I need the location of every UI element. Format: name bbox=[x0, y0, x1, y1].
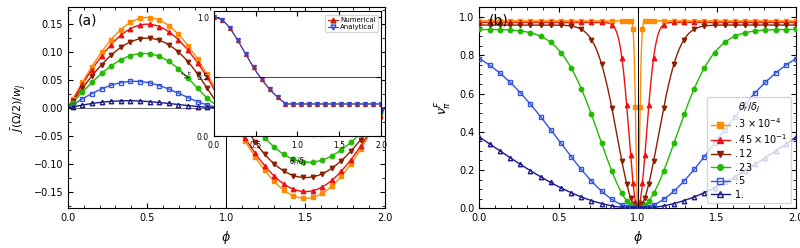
Text: (a): (a) bbox=[78, 13, 97, 28]
X-axis label: $\phi$: $\phi$ bbox=[222, 229, 231, 246]
X-axis label: $\phi$: $\phi$ bbox=[633, 229, 642, 246]
Legend: $.3 \times 10^{-4}$, $.45 \times 10^{-1}$, $.12$, $.23$, $.5$, $1.$: $.3 \times 10^{-4}$, $.45 \times 10^{-1}… bbox=[707, 97, 791, 203]
Y-axis label: $\bar{J}(\Omega/2)/w_J$: $\bar{J}(\Omega/2)/w_J$ bbox=[10, 83, 28, 133]
Y-axis label: $\nu^F_\pi$: $\nu^F_\pi$ bbox=[434, 100, 454, 115]
Text: (b): (b) bbox=[489, 13, 509, 28]
